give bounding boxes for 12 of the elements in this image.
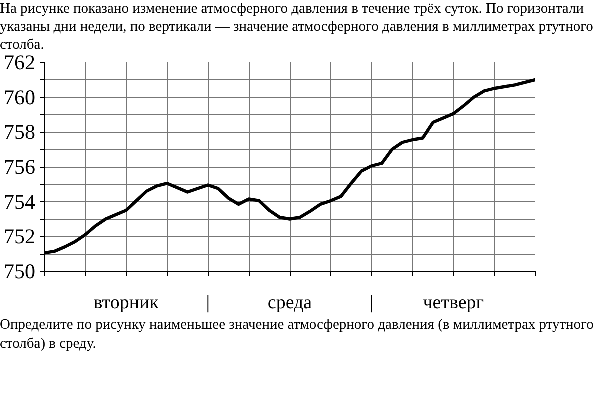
x-tick-label: среда xyxy=(268,292,313,314)
y-tick-label: 758 xyxy=(4,120,36,145)
y-tick-label: 760 xyxy=(4,86,36,110)
x-tick-label: | xyxy=(206,292,210,314)
y-tick-label: 752 xyxy=(4,225,36,250)
text: Определите по рисунку наименьшее значение атмосферного давления (в миллиметрах ртутного столба) в среду. xyxy=(0,316,595,353)
y-tick-label: 756 xyxy=(4,155,36,180)
x-tick-label: вторник xyxy=(94,292,160,314)
x-tick-label: четверг xyxy=(423,292,484,314)
x-tick-label: | xyxy=(370,292,374,314)
y-tick-label: 750 xyxy=(4,260,36,284)
y-tick-label: 754 xyxy=(4,190,36,214)
